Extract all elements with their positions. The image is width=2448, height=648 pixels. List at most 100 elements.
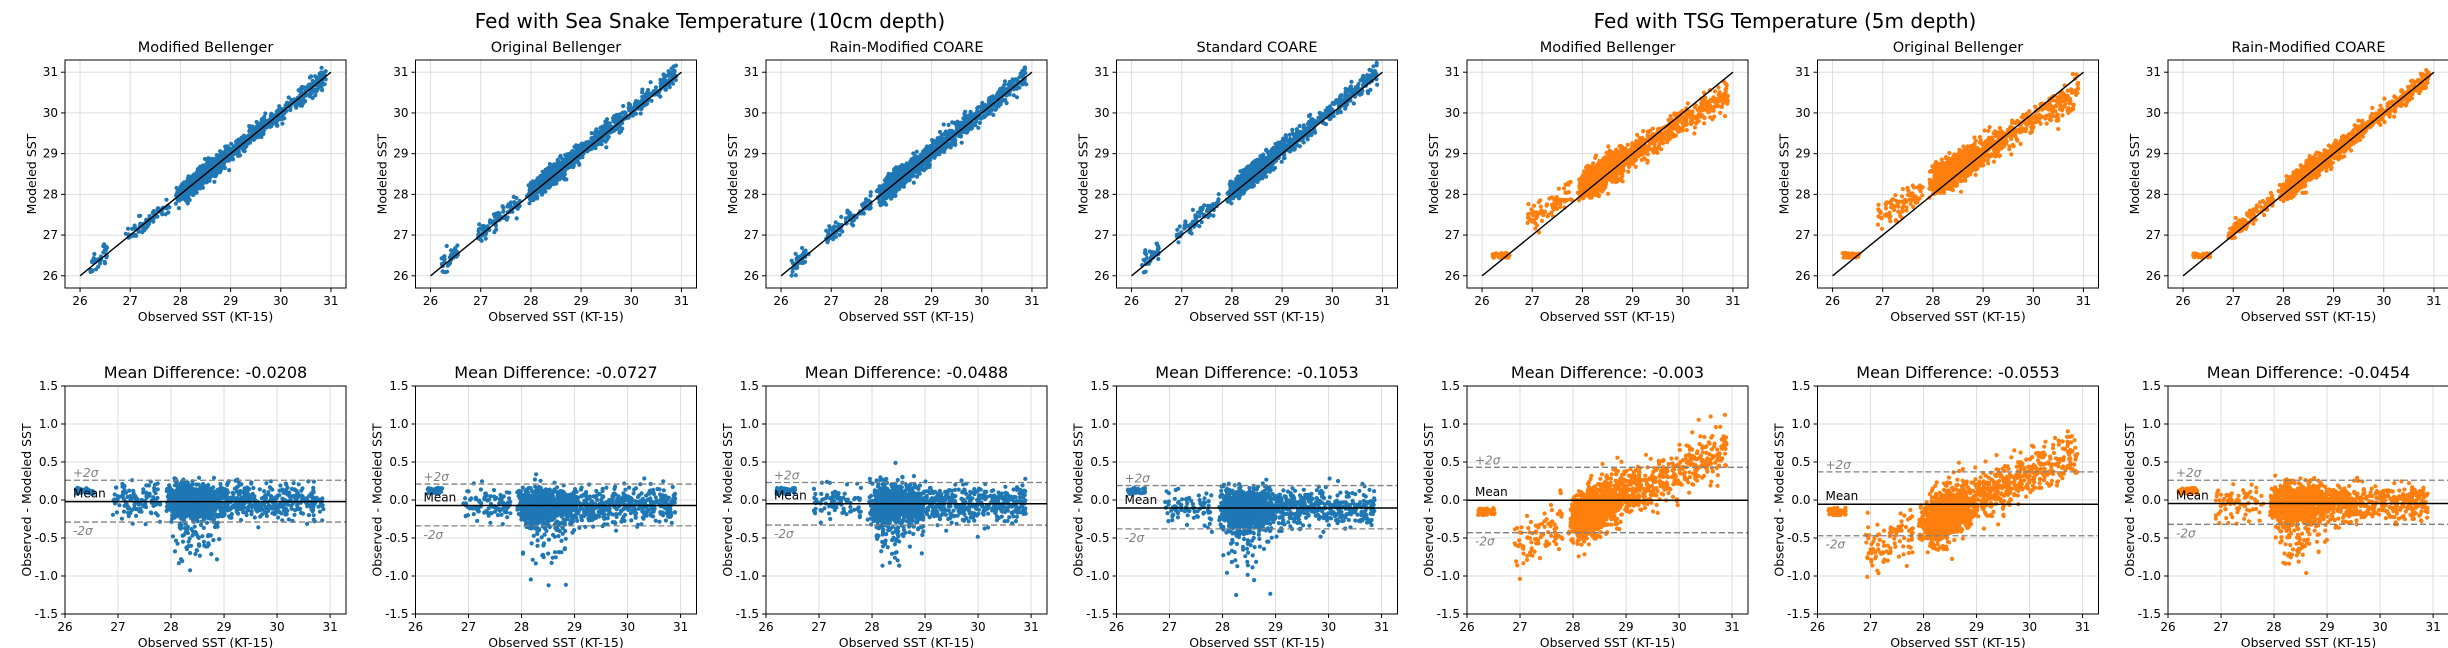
difference-point bbox=[211, 475, 217, 480]
scatter-point bbox=[492, 230, 497, 235]
scatter-point bbox=[646, 87, 651, 93]
scatter-point bbox=[444, 243, 449, 249]
scatter-point bbox=[501, 209, 506, 214]
difference-point bbox=[155, 487, 160, 492]
difference-point bbox=[317, 509, 322, 514]
difference-point bbox=[141, 490, 146, 495]
difference-point bbox=[249, 481, 254, 486]
difference-point bbox=[197, 495, 202, 500]
difference-point bbox=[220, 492, 225, 497]
scatter-point bbox=[207, 157, 212, 162]
scatter-point bbox=[263, 111, 268, 116]
tick-label-x: 30 bbox=[273, 294, 288, 308]
difference-point bbox=[257, 487, 262, 492]
scatter-point bbox=[163, 212, 168, 217]
difference-point bbox=[296, 482, 301, 487]
scatter-point bbox=[448, 248, 454, 253]
difference-point bbox=[270, 506, 275, 511]
scatter-point bbox=[145, 224, 150, 229]
scatter-point bbox=[280, 121, 285, 126]
difference-point bbox=[270, 487, 275, 492]
difference-point bbox=[175, 541, 180, 546]
tick-label-x: 29 bbox=[223, 294, 238, 308]
difference-point bbox=[195, 534, 201, 540]
scatter-point bbox=[203, 176, 208, 181]
difference-point bbox=[188, 515, 193, 521]
difference-point bbox=[622, 512, 628, 517]
difference-point bbox=[661, 479, 666, 484]
difference-point bbox=[550, 532, 556, 537]
tick-label-y: 31 bbox=[43, 65, 58, 79]
scatter-point bbox=[309, 74, 314, 79]
difference-point bbox=[207, 488, 212, 493]
difference-point bbox=[549, 560, 554, 566]
y-axis-label: Modeled SST bbox=[375, 133, 390, 214]
difference-point bbox=[267, 503, 272, 508]
difference-point bbox=[119, 516, 124, 521]
difference-title: Mean Difference: -0.0208 bbox=[104, 363, 307, 382]
scatter-point bbox=[275, 123, 280, 128]
tick-label-y: 1.0 bbox=[389, 417, 408, 431]
tick-label-x: 26 bbox=[423, 294, 438, 308]
scatter-point bbox=[227, 168, 232, 173]
tick-label-x: 29 bbox=[567, 620, 582, 634]
difference-point bbox=[251, 485, 256, 491]
difference-point bbox=[260, 512, 265, 517]
scatter-point bbox=[211, 171, 216, 176]
scatter-point bbox=[662, 73, 667, 78]
difference-point bbox=[180, 509, 185, 514]
difference-point bbox=[187, 536, 192, 541]
difference-point bbox=[204, 520, 210, 525]
difference-point bbox=[114, 485, 119, 490]
difference-point bbox=[169, 506, 174, 511]
difference-point bbox=[117, 503, 122, 508]
difference-point bbox=[193, 511, 198, 517]
difference-point bbox=[133, 513, 139, 519]
difference-point bbox=[192, 524, 197, 529]
scatter-point bbox=[141, 227, 146, 232]
scatter-point bbox=[191, 192, 196, 198]
difference-point bbox=[533, 561, 538, 566]
difference-point bbox=[238, 495, 243, 501]
scatter-point bbox=[535, 194, 540, 199]
scatter-point bbox=[320, 88, 325, 93]
scatter-point bbox=[147, 213, 152, 219]
tick-label-y: -0.5 bbox=[385, 531, 408, 545]
scatter-point bbox=[653, 85, 659, 90]
scatter-point bbox=[229, 141, 234, 146]
tick-label-x: 27 bbox=[110, 620, 125, 634]
scatter-point bbox=[478, 237, 483, 242]
tick-label-x: 26 bbox=[57, 620, 72, 634]
scatter-point bbox=[164, 197, 169, 202]
difference-point bbox=[309, 505, 314, 510]
difference-point bbox=[311, 485, 316, 490]
tick-label-y: 29 bbox=[393, 147, 408, 161]
difference-point bbox=[552, 550, 558, 555]
difference-point bbox=[213, 494, 218, 499]
scatter-point bbox=[173, 201, 178, 206]
scatter-point bbox=[483, 236, 488, 241]
scatter-point bbox=[554, 162, 560, 167]
tick-label-y: 27 bbox=[393, 228, 408, 242]
scatter-point bbox=[204, 161, 209, 167]
difference-point bbox=[179, 496, 184, 501]
difference-point bbox=[121, 509, 127, 514]
scatter-point bbox=[236, 153, 241, 158]
difference-point bbox=[230, 490, 235, 495]
scatter-point bbox=[225, 158, 230, 163]
difference-point bbox=[255, 509, 260, 514]
difference-point bbox=[237, 506, 242, 511]
scatter-point bbox=[310, 78, 315, 83]
tick-label-x: 29 bbox=[216, 620, 231, 634]
difference-point bbox=[623, 487, 628, 492]
scatter-point bbox=[648, 80, 653, 85]
tick-label-x: 30 bbox=[624, 294, 639, 308]
difference-point bbox=[311, 513, 316, 518]
scatter-point bbox=[604, 117, 610, 122]
tick-label-x: 30 bbox=[269, 620, 284, 634]
scatter-point bbox=[317, 71, 322, 76]
scatter-point bbox=[214, 153, 219, 158]
difference-point bbox=[188, 550, 193, 556]
difference-point bbox=[204, 505, 210, 510]
